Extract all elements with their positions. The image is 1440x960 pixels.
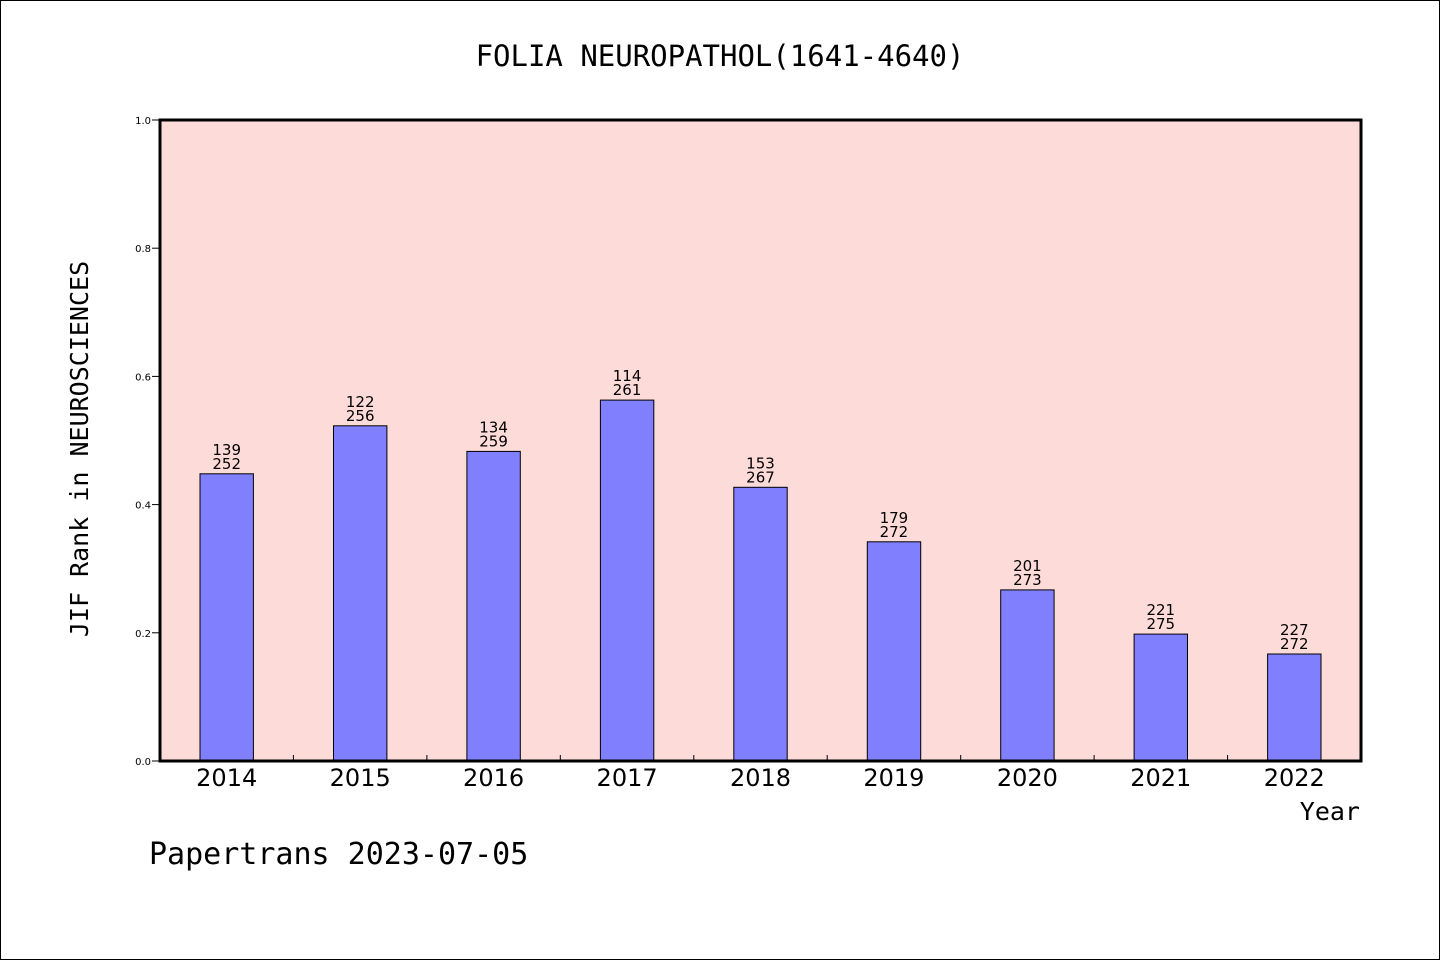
y-tick-label: 0.4 [135,501,151,512]
total-label-2017: 261 [613,381,642,399]
x-axis: 2014 2015 2016 2017 2018 2019 2020 2021 2022 [196,755,1325,792]
bar-2016 [466,450,521,762]
chart-title: FOLIA NEUROPATHOL(1641-4640) [476,39,965,73]
x-tick-label-2018: 2018 [730,764,791,792]
x-tick-label-2022: 2022 [1264,764,1325,792]
y-tick-label: 0.0 [135,757,151,768]
bar-2015 [333,425,388,762]
rank-label-2022: 227 [1280,621,1309,639]
y-tick-label: 1.0 [135,116,151,127]
x-tick-label-2020: 2020 [997,764,1058,792]
rank-label-2016: 134 [479,418,508,436]
x-tick-label-2021: 2021 [1130,764,1191,792]
bar-2022 [1267,653,1322,762]
rank-label-2021: 221 [1146,601,1175,619]
y-tick-label: 0.6 [135,372,151,383]
total-label-2014: 252 [212,455,241,473]
data-labels-layer: 1392521222561342591142611532671792722012… [212,367,1308,653]
rank-label-2018: 153 [746,454,775,472]
bar-2020 [1000,589,1055,762]
x-axis-label: Year [1300,797,1360,826]
footer-watermark: Papertrans 2023-07-05 [149,837,528,872]
bar-2014 [199,473,254,762]
rank-label-2019: 179 [880,509,909,527]
y-axis: 0.0 0.2 0.4 0.6 0.8 1.0 [135,116,160,768]
x-tick-label-2019: 2019 [863,764,924,792]
total-label-2019: 272 [880,523,909,541]
bar-2017 [599,399,655,762]
rank-label-2014: 139 [212,441,241,459]
total-label-2020: 273 [1013,571,1042,589]
total-label-2022: 272 [1280,635,1309,653]
bar-2018 [733,486,788,762]
total-label-2018: 267 [746,468,775,486]
rank-label-2015: 122 [346,393,375,411]
bar-2021 [1133,633,1188,762]
y-tick-label: 0.8 [135,244,151,255]
x-tick-label-2015: 2015 [330,764,391,792]
total-label-2021: 275 [1146,615,1175,633]
rank-label-2020: 201 [1013,557,1042,575]
x-tick-label-2016: 2016 [463,764,524,792]
y-axis-label: JIF Rank in NEUROSCIENCES [65,261,94,637]
rank-label-2017: 114 [613,367,642,385]
plot-border [158,118,1363,763]
x-tick-label-2017: 2017 [597,764,658,792]
x-tick-label-2014: 2014 [196,764,257,792]
bar-2019 [866,541,922,762]
total-label-2016: 259 [479,432,508,450]
bars-layer [199,399,1322,762]
total-label-2015: 256 [346,407,375,425]
y-tick-label: 0.2 [135,629,151,640]
